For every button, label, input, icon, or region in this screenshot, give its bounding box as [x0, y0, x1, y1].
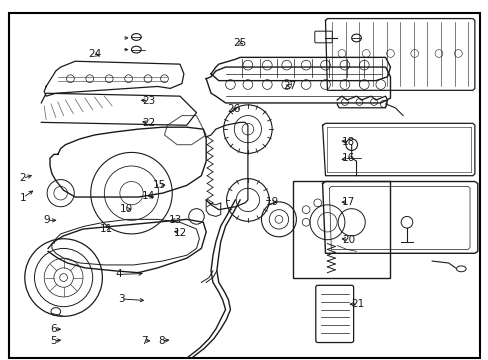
Text: 15: 15	[152, 180, 165, 190]
Text: 27: 27	[283, 81, 296, 91]
Text: 26: 26	[227, 104, 240, 114]
Text: 11: 11	[99, 224, 112, 234]
Circle shape	[400, 216, 412, 228]
Text: 16: 16	[342, 153, 355, 163]
Text: 10: 10	[120, 204, 133, 214]
Text: 5: 5	[50, 336, 57, 346]
Text: 25: 25	[233, 38, 246, 48]
Text: 18: 18	[342, 137, 355, 147]
Text: 7: 7	[141, 336, 147, 346]
Text: 3: 3	[118, 294, 124, 304]
Text: 6: 6	[50, 324, 57, 334]
Text: 8: 8	[158, 336, 164, 346]
Text: 24: 24	[88, 49, 102, 59]
Text: 1: 1	[20, 193, 26, 203]
Text: 4: 4	[115, 269, 122, 279]
Text: 12: 12	[174, 228, 187, 238]
Text: 2: 2	[20, 174, 26, 183]
Text: 19: 19	[265, 197, 278, 207]
Text: 13: 13	[169, 215, 182, 225]
Text: 21: 21	[351, 299, 364, 309]
Text: 23: 23	[142, 96, 155, 106]
Text: 17: 17	[342, 197, 355, 207]
Text: 20: 20	[342, 234, 355, 244]
Text: 9: 9	[43, 215, 50, 225]
Text: 14: 14	[142, 191, 155, 201]
Text: 22: 22	[142, 118, 155, 128]
